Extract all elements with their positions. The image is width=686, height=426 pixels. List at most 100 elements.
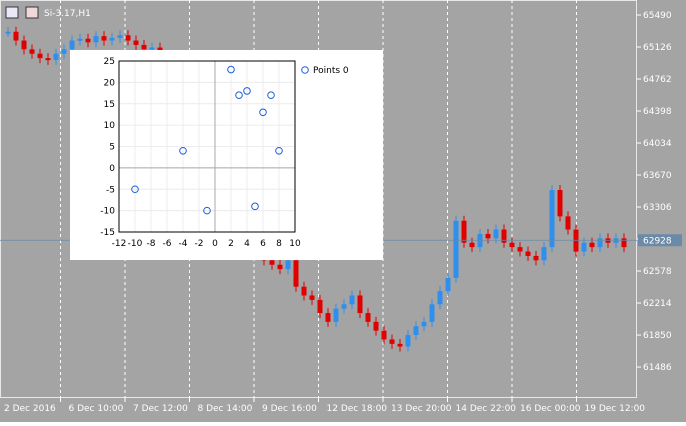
candle <box>365 313 371 322</box>
candle <box>293 260 299 287</box>
x-tick-label: 0 <box>212 239 218 249</box>
candle <box>141 44 147 50</box>
point <box>203 206 211 215</box>
candle <box>461 220 467 243</box>
point <box>259 108 267 117</box>
x-tick-label: 12 Dec 18:00 <box>327 404 388 414</box>
candle <box>509 242 515 248</box>
candle <box>21 40 27 50</box>
y-tick-label: -5 <box>106 185 115 195</box>
y-tick-label: 65490 <box>643 11 672 21</box>
candle <box>381 330 387 340</box>
candle <box>501 229 507 243</box>
window-icon[interactable] <box>5 6 19 19</box>
y-tick-label: 15 <box>104 100 115 110</box>
x-tick-label: -6 <box>163 239 172 249</box>
candle <box>349 295 355 305</box>
candle <box>357 295 363 314</box>
candle <box>13 31 19 41</box>
y-tick-label: 25 <box>104 57 115 67</box>
candle <box>597 238 603 248</box>
point <box>243 87 251 95</box>
candle <box>557 189 563 217</box>
point <box>131 185 139 194</box>
candle <box>69 40 75 50</box>
candle <box>325 313 331 322</box>
candle <box>589 242 595 248</box>
y-tick-label: 62578 <box>643 267 672 277</box>
candle <box>445 277 451 292</box>
candle <box>581 242 587 252</box>
candle <box>61 49 67 54</box>
x-tick-label: 8 <box>276 239 282 249</box>
candle <box>389 339 395 344</box>
candle <box>85 38 91 43</box>
y-tick-label: 10 <box>104 121 116 131</box>
x-tick-label: -12 <box>112 239 127 249</box>
scatter-chart: -12 -10 -8 -6 -4 -2 0 2 4 6 8 10-15-10-50510152025P… <box>100 57 349 249</box>
y-tick-label: -15 <box>100 228 115 238</box>
candle <box>517 247 523 252</box>
candle <box>533 255 539 261</box>
point <box>251 202 259 211</box>
current-price-label: 62928 <box>643 236 672 246</box>
x-tick-label: 6 <box>260 239 266 249</box>
point <box>235 91 243 99</box>
x-tick-label: -8 <box>147 239 156 249</box>
candle <box>421 321 427 327</box>
current-price-box <box>638 234 682 247</box>
candle <box>493 229 499 239</box>
candle <box>93 36 99 43</box>
candle <box>549 189 555 248</box>
y-tick-label: 5 <box>109 143 115 153</box>
candle <box>485 233 491 239</box>
candle <box>373 321 379 331</box>
point <box>267 91 275 99</box>
point <box>275 146 283 155</box>
legend-marker <box>301 66 309 74</box>
point <box>227 65 235 74</box>
candle <box>5 31 11 34</box>
candle <box>45 58 51 61</box>
price-axis: 6549065126647626439864034636706330662942… <box>4 11 682 414</box>
window-icon[interactable] <box>25 6 39 19</box>
candle <box>565 216 571 230</box>
candle <box>301 286 307 296</box>
candle <box>341 304 347 309</box>
x-tick-label: -10 <box>128 239 143 249</box>
plot-frame <box>118 60 296 233</box>
y-tick-label: 62214 <box>643 299 672 309</box>
candle <box>405 335 411 347</box>
x-tick-label: 8 Dec 14:00 <box>198 404 253 414</box>
point <box>179 146 187 155</box>
candle <box>149 47 155 50</box>
x-tick-label: 2 <box>228 239 234 249</box>
y-tick-label: 65126 <box>643 43 672 53</box>
y-tick-label: 61486 <box>643 363 672 373</box>
candle <box>29 49 35 54</box>
candle <box>621 238 627 248</box>
x-tick-label: 19 Dec 12:00 <box>585 404 646 414</box>
x-tick-label: -4 <box>179 239 188 249</box>
window-title: Si-3.17,H1 <box>44 9 91 19</box>
candle <box>125 35 131 41</box>
candle <box>429 304 435 322</box>
inset-panel <box>70 50 383 260</box>
candle <box>133 40 139 45</box>
x-tick-label: 16 Dec 00:00 <box>520 404 581 414</box>
candle <box>317 299 323 314</box>
candle <box>269 260 275 265</box>
x-tick-label: 13 Dec 20:00 <box>391 404 452 414</box>
candle <box>109 37 115 41</box>
y-tick-label: 20 <box>104 78 116 88</box>
candle <box>309 295 315 300</box>
x-tick-label: 10 <box>289 239 301 249</box>
candle <box>277 264 283 270</box>
y-tick-label: -10 <box>100 207 115 217</box>
candle <box>37 53 43 59</box>
candle <box>437 291 443 305</box>
candle <box>541 247 547 261</box>
candle <box>77 38 83 41</box>
x-tick-label: 7 Dec 12:00 <box>133 404 188 414</box>
candle <box>285 260 291 270</box>
